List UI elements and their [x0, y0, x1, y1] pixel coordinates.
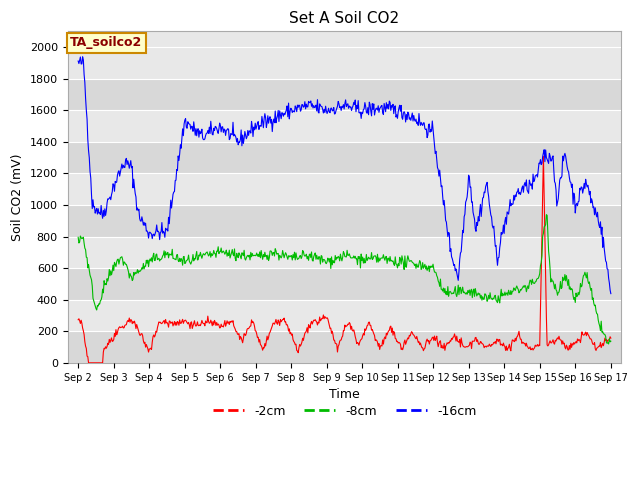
Legend: -2cm, -8cm, -16cm: -2cm, -8cm, -16cm [207, 400, 481, 423]
Bar [67, 79, 621, 110]
Bar [67, 300, 621, 331]
Title: Set A Soil CO2: Set A Soil CO2 [289, 11, 399, 26]
X-axis label: Time: Time [329, 388, 360, 401]
Bar [67, 173, 621, 205]
Bar [67, 331, 621, 363]
Text: TA_soilco2: TA_soilco2 [70, 36, 143, 49]
Bar [67, 110, 621, 142]
Bar [67, 268, 621, 300]
Bar [67, 47, 621, 79]
Y-axis label: Soil CO2 (mV): Soil CO2 (mV) [11, 154, 24, 241]
Bar [67, 142, 621, 173]
Bar [67, 237, 621, 268]
Bar [67, 205, 621, 237]
